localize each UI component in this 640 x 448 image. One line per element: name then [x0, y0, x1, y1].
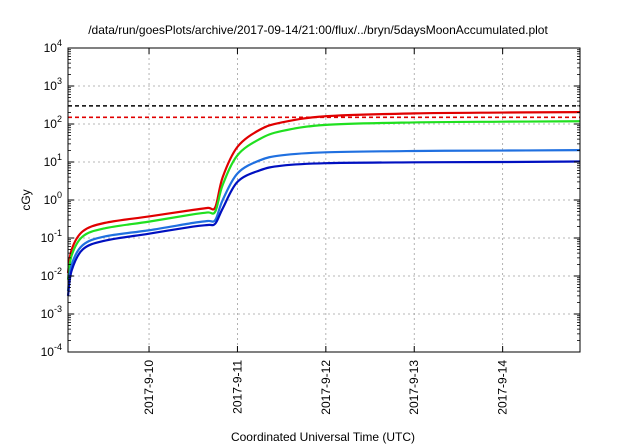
y-tick-base: 10 [44, 155, 58, 169]
y-tick-label: 101 [44, 152, 62, 169]
y-tick-label: 100 [44, 190, 62, 207]
y-tick-label: 10-4 [41, 342, 62, 359]
y-tick-exponent: 2 [57, 114, 62, 124]
series-group [66, 111, 581, 297]
series-line-4 [66, 160, 581, 297]
series-line-1 [66, 111, 581, 274]
y-axis-label: cGy [19, 189, 33, 210]
y-tick-label: 103 [44, 76, 62, 93]
y-tick-base: 10 [44, 193, 58, 207]
y-tick-exponent: 1 [57, 152, 62, 162]
series-line-2 [66, 120, 581, 280]
y-tick-base: 10 [41, 231, 55, 245]
y-tick-label: 10-3 [41, 304, 62, 321]
y-tick-base: 10 [44, 117, 58, 131]
y-tick-base: 10 [41, 307, 55, 321]
y-tick-exponent: 3 [57, 76, 62, 86]
y-tick-exponent: 0 [57, 190, 62, 200]
x-axis-label: Coordinated Universal Time (UTC) [231, 430, 415, 444]
y-tick-exponent: -2 [54, 266, 62, 276]
y-tick-exponent: -4 [54, 342, 62, 352]
x-tick-label: 2017-9-14 [496, 360, 510, 415]
x-tick-label: 2017-9-13 [407, 360, 421, 415]
ticks [68, 47, 580, 353]
y-tick-label: 102 [44, 114, 62, 131]
series-line-3 [66, 149, 581, 292]
x-tick-label: 2017-9-10 [142, 360, 156, 415]
x-tick-label: 2017-9-11 [230, 360, 244, 414]
x-tick-labels: 2017-9-10 2017-9-11 2017-9-12 2017-9-13 2017… [142, 360, 510, 415]
y-tick-label: 10-1 [41, 228, 62, 245]
chart-title: /data/run/goesPlots/archive/2017-09-14/2… [88, 23, 548, 37]
y-tick-base: 10 [44, 41, 58, 55]
y-tick-label: 104 [44, 38, 62, 55]
y-tick-base: 10 [41, 269, 55, 283]
y-tick-exponent: -1 [54, 228, 62, 238]
y-tick-label: 10-2 [41, 266, 62, 283]
x-tick-label: 2017-9-12 [319, 360, 333, 415]
y-tick-base: 10 [44, 79, 58, 93]
y-tick-base: 10 [41, 345, 55, 359]
y-tick-exponent: 4 [57, 38, 62, 48]
y-tick-exponent: -3 [54, 304, 62, 314]
